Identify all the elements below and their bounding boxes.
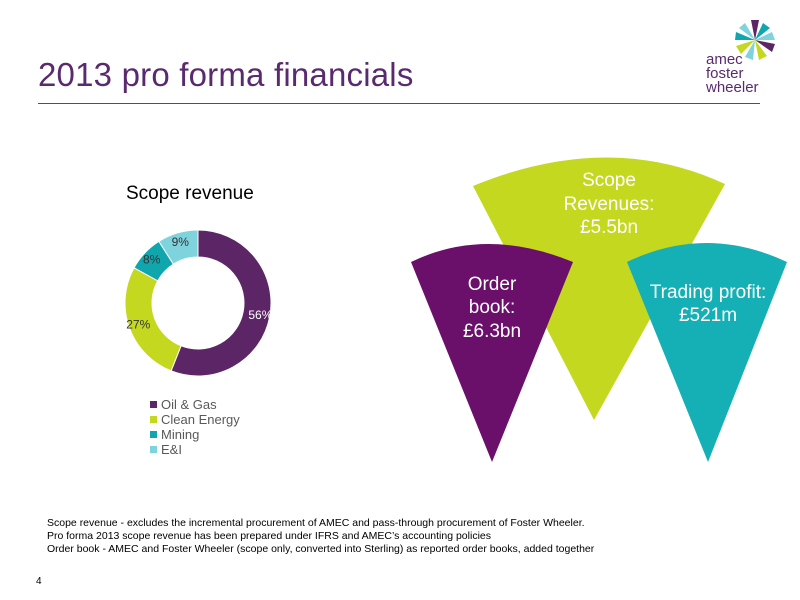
- legend-item: Mining: [150, 427, 240, 442]
- legend-swatch: [150, 416, 157, 423]
- legend-item: Oil & Gas: [150, 397, 240, 412]
- scope-revenues-label: Scope: [582, 170, 636, 191]
- brand-logo-icon: [735, 20, 775, 60]
- trading-profit-value: £521m: [679, 305, 737, 326]
- footnote: Pro forma 2013 scope revenue has been pr…: [47, 530, 491, 542]
- donut-data-label: 9%: [172, 235, 190, 249]
- page-title: 2013 pro forma financials: [38, 56, 414, 93]
- scope-revenues-value: £5.5bn: [580, 217, 638, 238]
- order-book-label: Order: [468, 274, 517, 295]
- donut-data-label: 27%: [126, 318, 150, 332]
- legend-swatch: [150, 446, 157, 453]
- footnote: Scope revenue - excludes the incremental…: [47, 517, 585, 529]
- legend-label: Mining: [161, 427, 200, 442]
- legend-label: E&I: [161, 442, 182, 457]
- order-book-label: book:: [469, 297, 515, 318]
- order-book-wedge: [411, 244, 573, 462]
- donut-slice: [170, 229, 272, 377]
- legend-item: E&I: [150, 442, 240, 457]
- brand-line: foster: [706, 65, 744, 82]
- chart-title: Scope revenue: [126, 183, 254, 204]
- footnotes: Scope revenue - excludes the incremental…: [47, 517, 594, 556]
- trading-profit-label: Trading profit:: [650, 282, 767, 303]
- trading-profit-wedge: [627, 243, 787, 462]
- legend-swatch: [150, 401, 157, 408]
- donut-slice: [158, 229, 199, 265]
- chart-legend: Oil & Gas Clean Energy Mining E&I: [150, 397, 240, 457]
- donut-data-label: 8%: [143, 253, 161, 267]
- footnote: Order book - AMEC and Foster Wheeler (sc…: [47, 543, 595, 555]
- brand-line: amec: [706, 51, 743, 68]
- scope-revenues-label: Revenues:: [564, 194, 655, 215]
- brand-line: wheeler: [706, 79, 759, 96]
- page-number: 4: [36, 576, 42, 587]
- legend-label: Clean Energy: [161, 412, 240, 427]
- legend-label: Oil & Gas: [161, 397, 217, 412]
- donut-data-label: 56%: [248, 308, 272, 322]
- legend-item: Clean Energy: [150, 412, 240, 427]
- brand-wordmark: amec foster wheeler: [706, 51, 776, 96]
- title-divider: [38, 103, 760, 104]
- scope-revenues-wedge: [473, 157, 725, 420]
- legend-swatch: [150, 431, 157, 438]
- order-book-value: £6.3bn: [463, 321, 521, 342]
